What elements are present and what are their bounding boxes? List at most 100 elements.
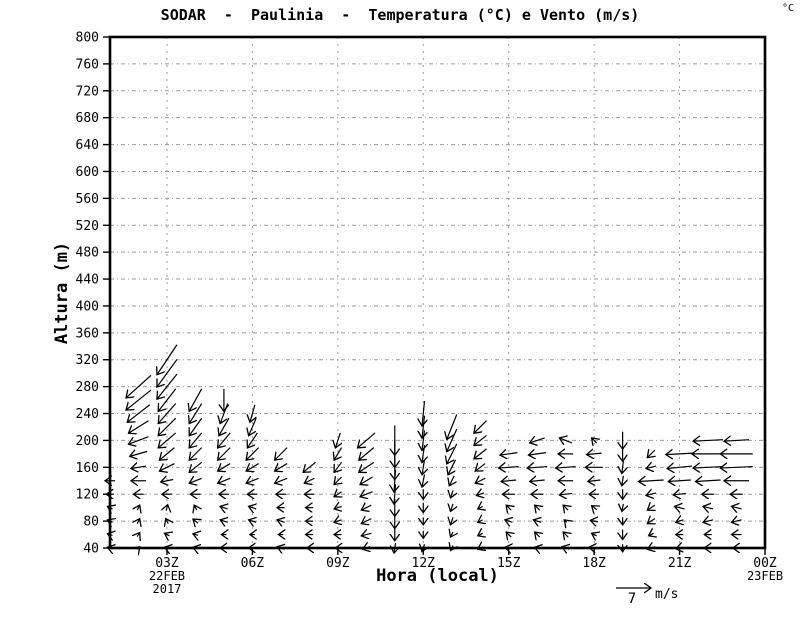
wind-arrow: [724, 440, 750, 442]
wind-arrow: [159, 463, 175, 472]
wind-arrow: [647, 450, 655, 458]
wind-arrow: [647, 505, 655, 510]
wind-arrow: [394, 469, 396, 493]
wind-arrow: [358, 432, 376, 448]
wind-arrow: [137, 505, 140, 510]
x-tick-label: 15Z: [497, 556, 521, 571]
wind-arrow: [249, 520, 256, 523]
y-tick-label: 560: [76, 192, 99, 207]
wind-arrow: [246, 464, 259, 472]
wind-arrow: [189, 461, 203, 472]
wind-arrow: [422, 474, 425, 488]
wind-arrow: [194, 505, 197, 510]
wind-arrow: [588, 480, 601, 482]
x-tick-label: 21Z: [668, 556, 692, 571]
wind-arrow: [157, 373, 178, 399]
wind-arrow: [159, 447, 175, 461]
reference-speed-unit: m/s: [655, 587, 678, 602]
wind-arrow: [559, 438, 573, 443]
y-tick-label: 280: [76, 380, 99, 395]
wind-arrow: [450, 490, 453, 498]
y-tick-label: 160: [76, 461, 99, 476]
wind-arrow: [422, 415, 425, 439]
wind-arrow: [334, 520, 342, 523]
wind-arrow: [668, 480, 691, 482]
wind-arrow: [158, 417, 177, 436]
y-tick-label: 400: [76, 299, 99, 314]
wind-arrow: [732, 520, 742, 523]
x-tick-label: 03Z: [155, 556, 179, 571]
wind-arrow: [218, 478, 231, 483]
wind-arrow: [249, 506, 256, 509]
wind-arrow: [126, 374, 152, 398]
y-tick-label: 680: [76, 111, 99, 126]
date-label: 2017: [153, 582, 182, 596]
y-axis-ticks: 40 80 120 160 200 240 280 320 360 400 440 480 520 560…: [76, 31, 110, 557]
wind-arrow: [696, 480, 721, 482]
wind-arrow: [218, 447, 231, 461]
wind-arrow: [592, 506, 597, 510]
wind-arrow: [275, 447, 288, 461]
wind-arrow: [189, 403, 203, 424]
wind-arrow: [334, 447, 343, 461]
wind-arrow: [137, 533, 140, 537]
wind-arrow: [334, 461, 342, 472]
wind-arrow: [622, 504, 624, 512]
wind-arrow: [506, 532, 511, 537]
wind-arrow: [732, 506, 742, 509]
wind-arrow: [720, 467, 753, 469]
wind-arrow: [335, 432, 340, 448]
temperature-unit-label: °C: [781, 3, 794, 14]
wind-arrow: [157, 359, 178, 387]
wind-arrow: [474, 448, 487, 459]
plot-frame: [108, 35, 767, 550]
wind-arrow: [126, 389, 152, 410]
wind-arrow: [505, 520, 513, 523]
wind-vector-field: [105, 344, 753, 553]
date-label: 22FEB: [149, 569, 185, 583]
wind-arrow: [676, 520, 684, 523]
wind-arrow: [535, 532, 540, 537]
wind-arrow: [563, 505, 568, 510]
y-tick-label: 760: [76, 57, 99, 72]
wind-arrow: [361, 505, 372, 510]
wind-arrow: [422, 445, 425, 463]
wind-arrow: [250, 404, 255, 423]
y-tick-label: 240: [76, 407, 99, 422]
wind-arrow: [639, 480, 664, 482]
wind-arrow: [220, 520, 228, 523]
wind-arrow: [334, 506, 342, 509]
wind-arrow: [137, 519, 140, 524]
wind-arrow: [189, 388, 203, 412]
wind-arrow: [422, 400, 425, 426]
wind-arrow: [161, 480, 174, 483]
horizontal-gridlines: [110, 63, 765, 522]
wind-arrow: [646, 466, 657, 469]
wind-arrow: [360, 477, 373, 485]
wind-arrow: [249, 417, 257, 436]
wind-arrow: [448, 459, 457, 475]
wind-arrow: [667, 466, 693, 469]
wind-arrow: [475, 464, 486, 472]
wind-arrow: [166, 519, 169, 524]
wind-arrow: [158, 432, 177, 448]
x-tick-label: 09Z: [326, 556, 350, 571]
wind-arrow: [500, 453, 518, 456]
x-tick-label: 18Z: [582, 556, 606, 571]
wind-arrow: [218, 464, 231, 472]
wind-arrow: [449, 475, 454, 486]
y-tick-label: 360: [76, 326, 99, 341]
chart-title: SODAR - Paulinia - Temperatura (°C) e Ve…: [160, 6, 640, 24]
wind-arrow: [647, 519, 655, 524]
wind-arrow: [361, 519, 372, 524]
wind-arrow: [275, 478, 288, 483]
wind-arrow: [334, 492, 342, 497]
wind-arrow: [703, 506, 714, 509]
y-tick-label: 800: [76, 31, 99, 46]
wind-arrow: [359, 447, 375, 461]
wind-arrow: [592, 438, 597, 443]
wind-arrow: [703, 520, 714, 523]
